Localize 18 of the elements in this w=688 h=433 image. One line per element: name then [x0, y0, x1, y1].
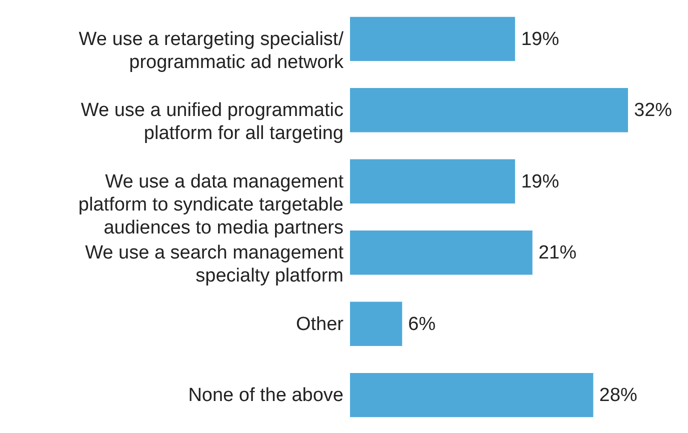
y-tick-label: We use a data management platform to syndicate targetable audiences to media partners	[78, 171, 344, 238]
bar	[350, 302, 402, 346]
data-label: 19%	[521, 171, 560, 192]
y-tick-label: None of the above	[188, 385, 344, 406]
data-label: 19%	[521, 28, 560, 50]
data-label: 32%	[634, 100, 672, 122]
bar	[350, 16, 516, 61]
bar	[350, 159, 516, 204]
data-label: 21%	[538, 242, 577, 264]
y-tick-label: Other	[296, 314, 344, 335]
y-tick-label: We use a search management specialty platform	[85, 242, 344, 287]
bar	[350, 230, 532, 275]
bar	[350, 373, 594, 418]
data-label: 6%	[408, 314, 436, 335]
y-tick-label: We use a retargeting specialist/ programmatic ad network	[78, 28, 344, 73]
data-label: 28%	[599, 385, 638, 406]
y-tick-label: We use a unified programmatic platform for all targeting	[80, 100, 344, 144]
bar	[350, 88, 628, 132]
